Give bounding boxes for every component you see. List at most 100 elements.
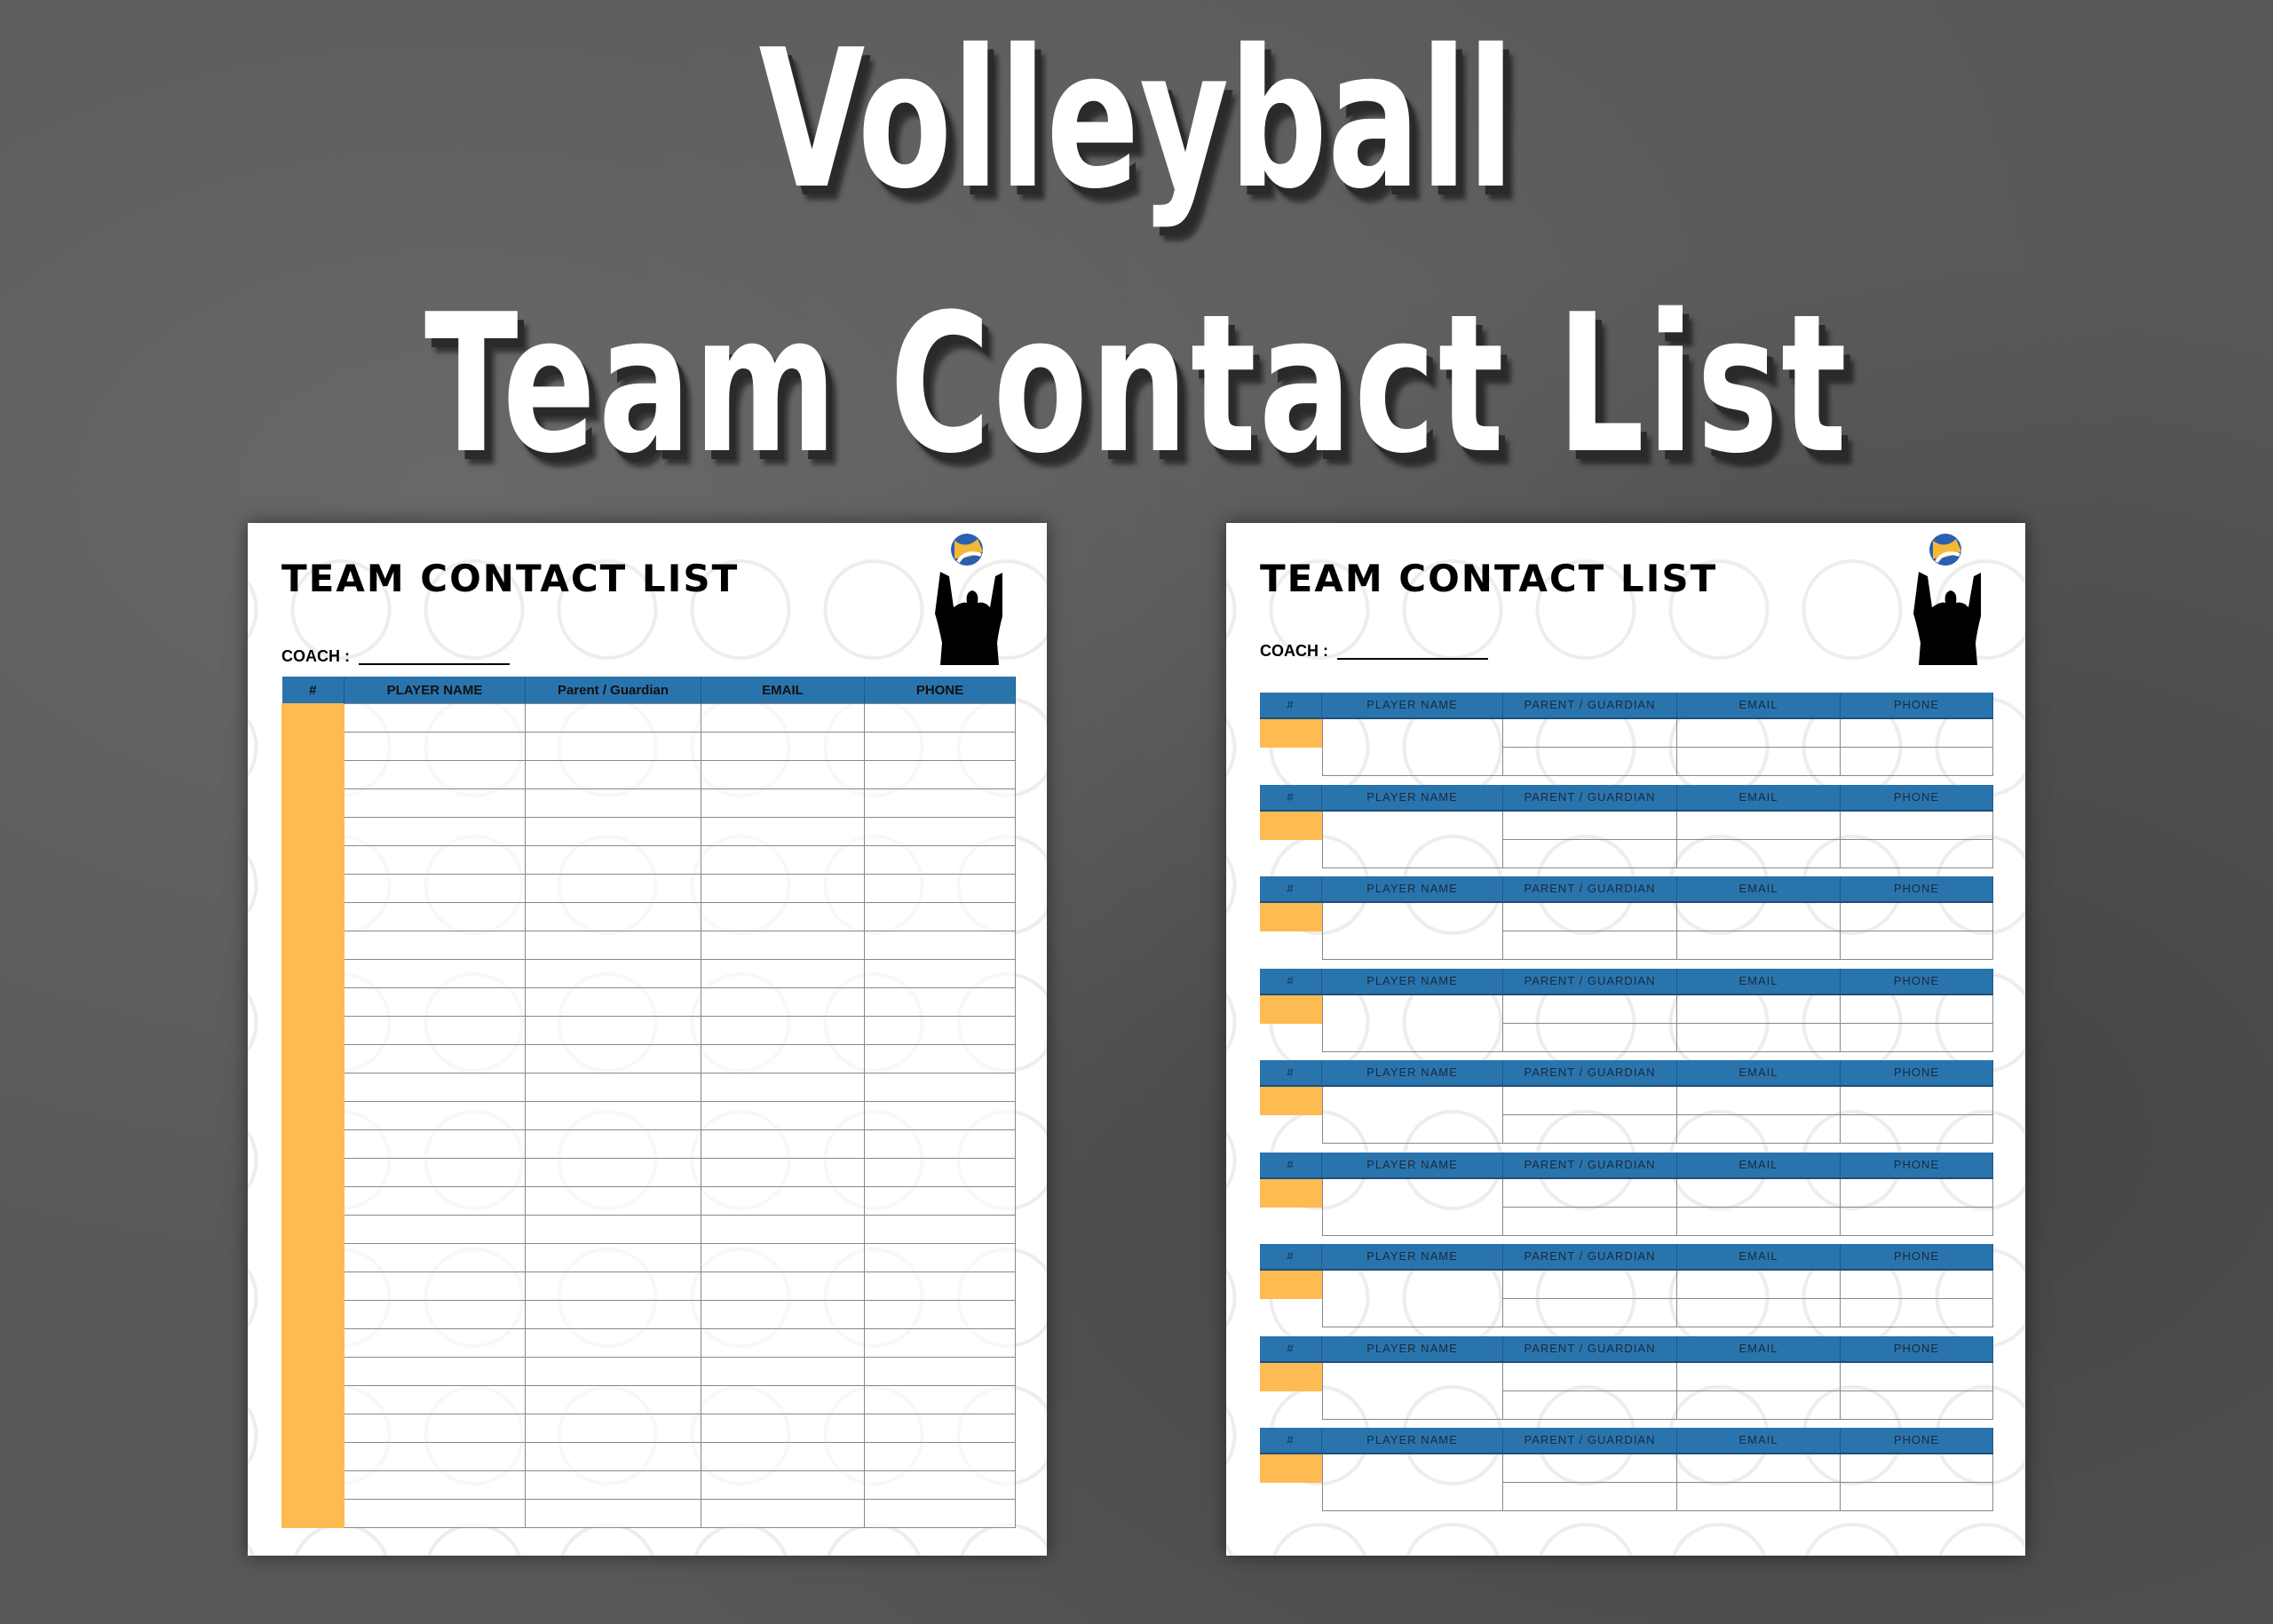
phone-cell[interactable]: [1841, 1178, 1993, 1208]
number-cell[interactable]: [281, 1442, 345, 1471]
email-cell[interactable]: [701, 1073, 865, 1102]
player-name-cell[interactable]: [344, 1385, 526, 1414]
number-cell[interactable]: [281, 959, 345, 988]
number-cell[interactable]: [281, 1215, 345, 1244]
phone-cell[interactable]: [864, 1357, 1016, 1386]
player-name-cell[interactable]: [344, 1101, 526, 1130]
email-cell[interactable]: [701, 788, 865, 818]
player-name-cell[interactable]: [344, 845, 526, 875]
phone-cell[interactable]: [864, 1243, 1016, 1272]
phone-cell[interactable]: [864, 902, 1016, 931]
phone-cell[interactable]: [1841, 1271, 1993, 1299]
email-cell[interactable]: [1677, 1390, 1841, 1420]
phone-cell[interactable]: [864, 788, 1016, 818]
number-cell[interactable]: [281, 1016, 345, 1045]
player-name-cell[interactable]: [344, 902, 526, 931]
player-name-cell[interactable]: [344, 1470, 526, 1500]
phone-cell[interactable]: [1841, 994, 1993, 1024]
phone-cell[interactable]: [864, 931, 1016, 960]
number-cell[interactable]: [281, 703, 345, 733]
email-cell[interactable]: [1677, 719, 1841, 748]
player-name-cell[interactable]: [344, 959, 526, 988]
parent-guardian-cell[interactable]: [1503, 1207, 1677, 1236]
parent-guardian-cell[interactable]: [525, 1385, 701, 1414]
number-cell[interactable]: [281, 1470, 345, 1500]
number-cell[interactable]: [1260, 1454, 1322, 1483]
parent-guardian-cell[interactable]: [525, 902, 701, 931]
phone-cell[interactable]: [864, 1499, 1016, 1528]
player-name-cell[interactable]: [1322, 1454, 1503, 1511]
email-cell[interactable]: [701, 1186, 865, 1216]
email-cell[interactable]: [1677, 1023, 1841, 1052]
phone-cell[interactable]: [864, 760, 1016, 789]
email-cell[interactable]: [701, 1385, 865, 1414]
player-name-cell[interactable]: [344, 788, 526, 818]
player-name-cell[interactable]: [344, 931, 526, 960]
email-cell[interactable]: [1677, 1271, 1841, 1299]
player-name-cell[interactable]: [1322, 903, 1503, 960]
phone-cell[interactable]: [864, 845, 1016, 875]
phone-cell[interactable]: [864, 732, 1016, 761]
number-cell[interactable]: [281, 1044, 345, 1073]
player-name-cell[interactable]: [344, 874, 526, 903]
number-cell[interactable]: [281, 1271, 345, 1301]
phone-cell[interactable]: [1841, 1115, 1993, 1144]
phone-cell[interactable]: [864, 1016, 1016, 1045]
phone-cell[interactable]: [1841, 903, 1993, 931]
phone-cell[interactable]: [864, 817, 1016, 846]
player-name-cell[interactable]: [344, 1300, 526, 1329]
email-cell[interactable]: [1677, 1299, 1841, 1327]
parent-guardian-cell[interactable]: [525, 1158, 701, 1187]
phone-cell[interactable]: [864, 1328, 1016, 1358]
email-cell[interactable]: [701, 817, 865, 846]
email-cell[interactable]: [701, 1101, 865, 1130]
number-cell[interactable]: [1260, 1362, 1322, 1391]
player-name-cell[interactable]: [344, 1073, 526, 1102]
phone-cell[interactable]: [1841, 1087, 1993, 1115]
phone-cell[interactable]: [864, 1442, 1016, 1471]
parent-guardian-cell[interactable]: [1503, 931, 1677, 960]
parent-guardian-cell[interactable]: [525, 1243, 701, 1272]
parent-guardian-cell[interactable]: [525, 1016, 701, 1045]
player-name-cell[interactable]: [344, 1158, 526, 1187]
phone-cell[interactable]: [1841, 1207, 1993, 1236]
player-name-cell[interactable]: [1322, 1271, 1503, 1327]
parent-guardian-cell[interactable]: [1503, 903, 1677, 931]
email-cell[interactable]: [1677, 1483, 1841, 1511]
player-name-cell[interactable]: [1322, 994, 1503, 1052]
number-cell[interactable]: [281, 788, 345, 818]
player-name-cell[interactable]: [344, 1044, 526, 1073]
number-cell[interactable]: [281, 902, 345, 931]
phone-cell[interactable]: [1841, 1362, 1993, 1391]
number-cell[interactable]: [281, 931, 345, 960]
phone-cell[interactable]: [864, 874, 1016, 903]
parent-guardian-cell[interactable]: [525, 1300, 701, 1329]
phone-cell[interactable]: [864, 1073, 1016, 1102]
email-cell[interactable]: [701, 1215, 865, 1244]
parent-guardian-cell[interactable]: [525, 703, 701, 733]
parent-guardian-cell[interactable]: [525, 1186, 701, 1216]
number-cell[interactable]: [281, 1158, 345, 1187]
player-name-cell[interactable]: [344, 732, 526, 761]
phone-cell[interactable]: [864, 1470, 1016, 1500]
phone-cell[interactable]: [1841, 1299, 1993, 1327]
email-cell[interactable]: [701, 1357, 865, 1386]
parent-guardian-cell[interactable]: [1503, 1362, 1677, 1391]
number-cell[interactable]: [1260, 903, 1322, 931]
parent-guardian-cell[interactable]: [1503, 811, 1677, 840]
phone-cell[interactable]: [1841, 1454, 1993, 1483]
player-name-cell[interactable]: [344, 1271, 526, 1301]
email-cell[interactable]: [701, 1499, 865, 1528]
player-name-cell[interactable]: [344, 760, 526, 789]
email-cell[interactable]: [701, 1243, 865, 1272]
email-cell[interactable]: [1677, 839, 1841, 868]
phone-cell[interactable]: [864, 1300, 1016, 1329]
number-cell[interactable]: [281, 1129, 345, 1159]
parent-guardian-cell[interactable]: [1503, 1271, 1677, 1299]
email-cell[interactable]: [701, 1129, 865, 1159]
phone-cell[interactable]: [864, 987, 1016, 1017]
parent-guardian-cell[interactable]: [525, 1328, 701, 1358]
player-name-cell[interactable]: [1322, 811, 1503, 868]
email-cell[interactable]: [701, 987, 865, 1017]
parent-guardian-cell[interactable]: [525, 1073, 701, 1102]
